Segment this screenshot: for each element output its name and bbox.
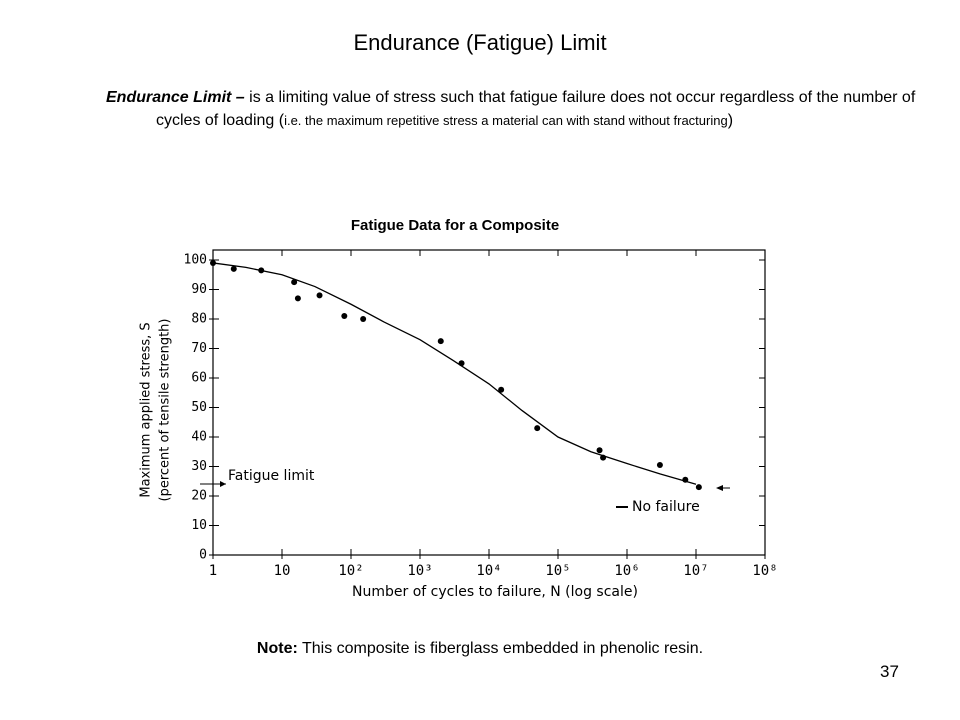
data-point	[596, 447, 603, 454]
data-point	[294, 295, 301, 302]
x-axis-label: Number of cycles to failure, N (log scal…	[352, 584, 638, 600]
y-tick-label: 0	[199, 548, 207, 563]
y-tick-label: 50	[191, 400, 207, 415]
page-number: 37	[880, 662, 899, 681]
x-tick-label: 10⁵	[545, 563, 570, 579]
annotation: No failure	[632, 499, 700, 515]
note-text: This composite is fiberglass embedded in…	[297, 640, 704, 657]
term: Endurance Limit –	[106, 89, 245, 106]
data-point	[695, 484, 702, 491]
chart-title: Fatigue Data for a Composite	[351, 217, 559, 234]
data-point	[230, 265, 237, 272]
data-point	[360, 316, 367, 322]
data-point	[656, 462, 663, 469]
y-tick-label: 10	[191, 518, 207, 533]
y-axis-label: (percent of tensile strength)	[158, 319, 173, 502]
y-tick-label: 70	[191, 341, 207, 356]
x-tick-label: 10⁷	[683, 563, 708, 579]
annotation-arrowhead	[716, 485, 723, 491]
x-tick-label: 10³	[407, 563, 432, 579]
y-tick-label: 60	[191, 371, 207, 386]
y-tick-label: 30	[191, 459, 207, 474]
y-tick-label: 80	[191, 312, 207, 327]
x-tick-label: 10	[274, 563, 291, 579]
definition: Endurance Limit – is a limiting value of…	[106, 86, 956, 132]
x-tick-label: 1	[209, 563, 217, 579]
fit-curve	[212, 262, 697, 485]
data-point	[498, 386, 505, 393]
x-tick-label: 10²	[338, 563, 363, 579]
note-label: Note:	[256, 640, 298, 657]
y-tick-label: 100	[184, 253, 207, 268]
data-point	[316, 292, 323, 299]
annotation: Fatigue limit	[228, 468, 315, 484]
note: Note: This composite is fiberglass embed…	[0, 640, 960, 658]
definition-detail: i.e. the maximum repetitive stress a mat…	[284, 113, 728, 128]
y-tick-label: 40	[191, 430, 207, 445]
data-point	[341, 313, 348, 320]
x-tick-label: 10⁴	[476, 563, 501, 579]
y-axis-label: Maximum applied stress, S	[139, 322, 154, 497]
annotation-arrowhead	[220, 481, 226, 487]
data-point	[437, 338, 444, 345]
y-tick-label: 90	[191, 282, 207, 297]
x-tick-label: 10⁸	[752, 563, 777, 579]
y-tick-label: 20	[191, 489, 207, 504]
definition-close: )	[727, 112, 734, 129]
x-tick-label: 10⁶	[614, 563, 639, 579]
data-point	[291, 279, 298, 286]
data-point	[534, 425, 541, 432]
definition-body: is a limiting value of stress such that …	[156, 89, 916, 129]
slide-title: Endurance (Fatigue) Limit	[353, 30, 607, 55]
